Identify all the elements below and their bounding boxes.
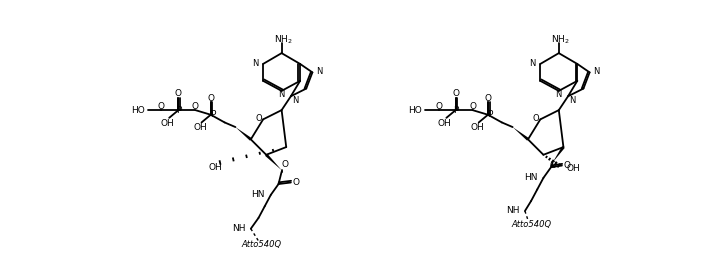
Text: N: N — [594, 67, 600, 76]
Text: N: N — [292, 95, 299, 105]
Text: NH$_2$: NH$_2$ — [274, 34, 292, 46]
Text: Atto540Q: Atto540Q — [242, 240, 282, 250]
Text: OH: OH — [208, 163, 223, 172]
Text: HO: HO — [408, 106, 422, 115]
Text: O: O — [293, 178, 300, 187]
Text: NH$_2$: NH$_2$ — [551, 34, 570, 46]
Text: NH: NH — [232, 224, 245, 233]
Text: OH: OH — [567, 164, 580, 173]
Text: O: O — [208, 94, 214, 103]
Text: N: N — [279, 90, 285, 99]
Text: HN: HN — [524, 173, 538, 182]
Text: HN: HN — [251, 190, 264, 199]
Polygon shape — [265, 154, 282, 170]
Text: O: O — [564, 161, 571, 170]
Text: O: O — [435, 102, 442, 111]
Text: N: N — [555, 90, 562, 99]
Polygon shape — [513, 127, 529, 140]
Text: OH: OH — [438, 119, 451, 128]
Text: OH: OH — [193, 123, 207, 132]
Text: Atto540Q: Atto540Q — [511, 220, 551, 229]
Text: NH: NH — [506, 206, 520, 216]
Text: N: N — [529, 59, 535, 68]
Text: P: P — [488, 110, 493, 119]
Text: HO: HO — [131, 106, 144, 115]
Text: P: P — [453, 106, 459, 115]
Text: O: O — [255, 114, 262, 123]
Text: N: N — [252, 59, 259, 68]
Polygon shape — [552, 146, 565, 163]
Text: OH: OH — [161, 119, 174, 128]
Text: OH: OH — [470, 123, 484, 132]
Text: O: O — [469, 102, 476, 111]
Text: N: N — [316, 67, 323, 76]
Text: O: O — [533, 114, 539, 123]
Text: O: O — [452, 89, 459, 99]
Text: P: P — [210, 110, 215, 119]
Text: P: P — [176, 106, 181, 115]
Polygon shape — [235, 127, 252, 140]
Text: O: O — [281, 160, 288, 169]
Text: O: O — [192, 102, 199, 111]
Text: N: N — [570, 95, 576, 105]
Text: O: O — [158, 102, 165, 111]
Text: O: O — [484, 94, 491, 103]
Text: O: O — [549, 161, 556, 170]
Text: O: O — [175, 89, 182, 99]
